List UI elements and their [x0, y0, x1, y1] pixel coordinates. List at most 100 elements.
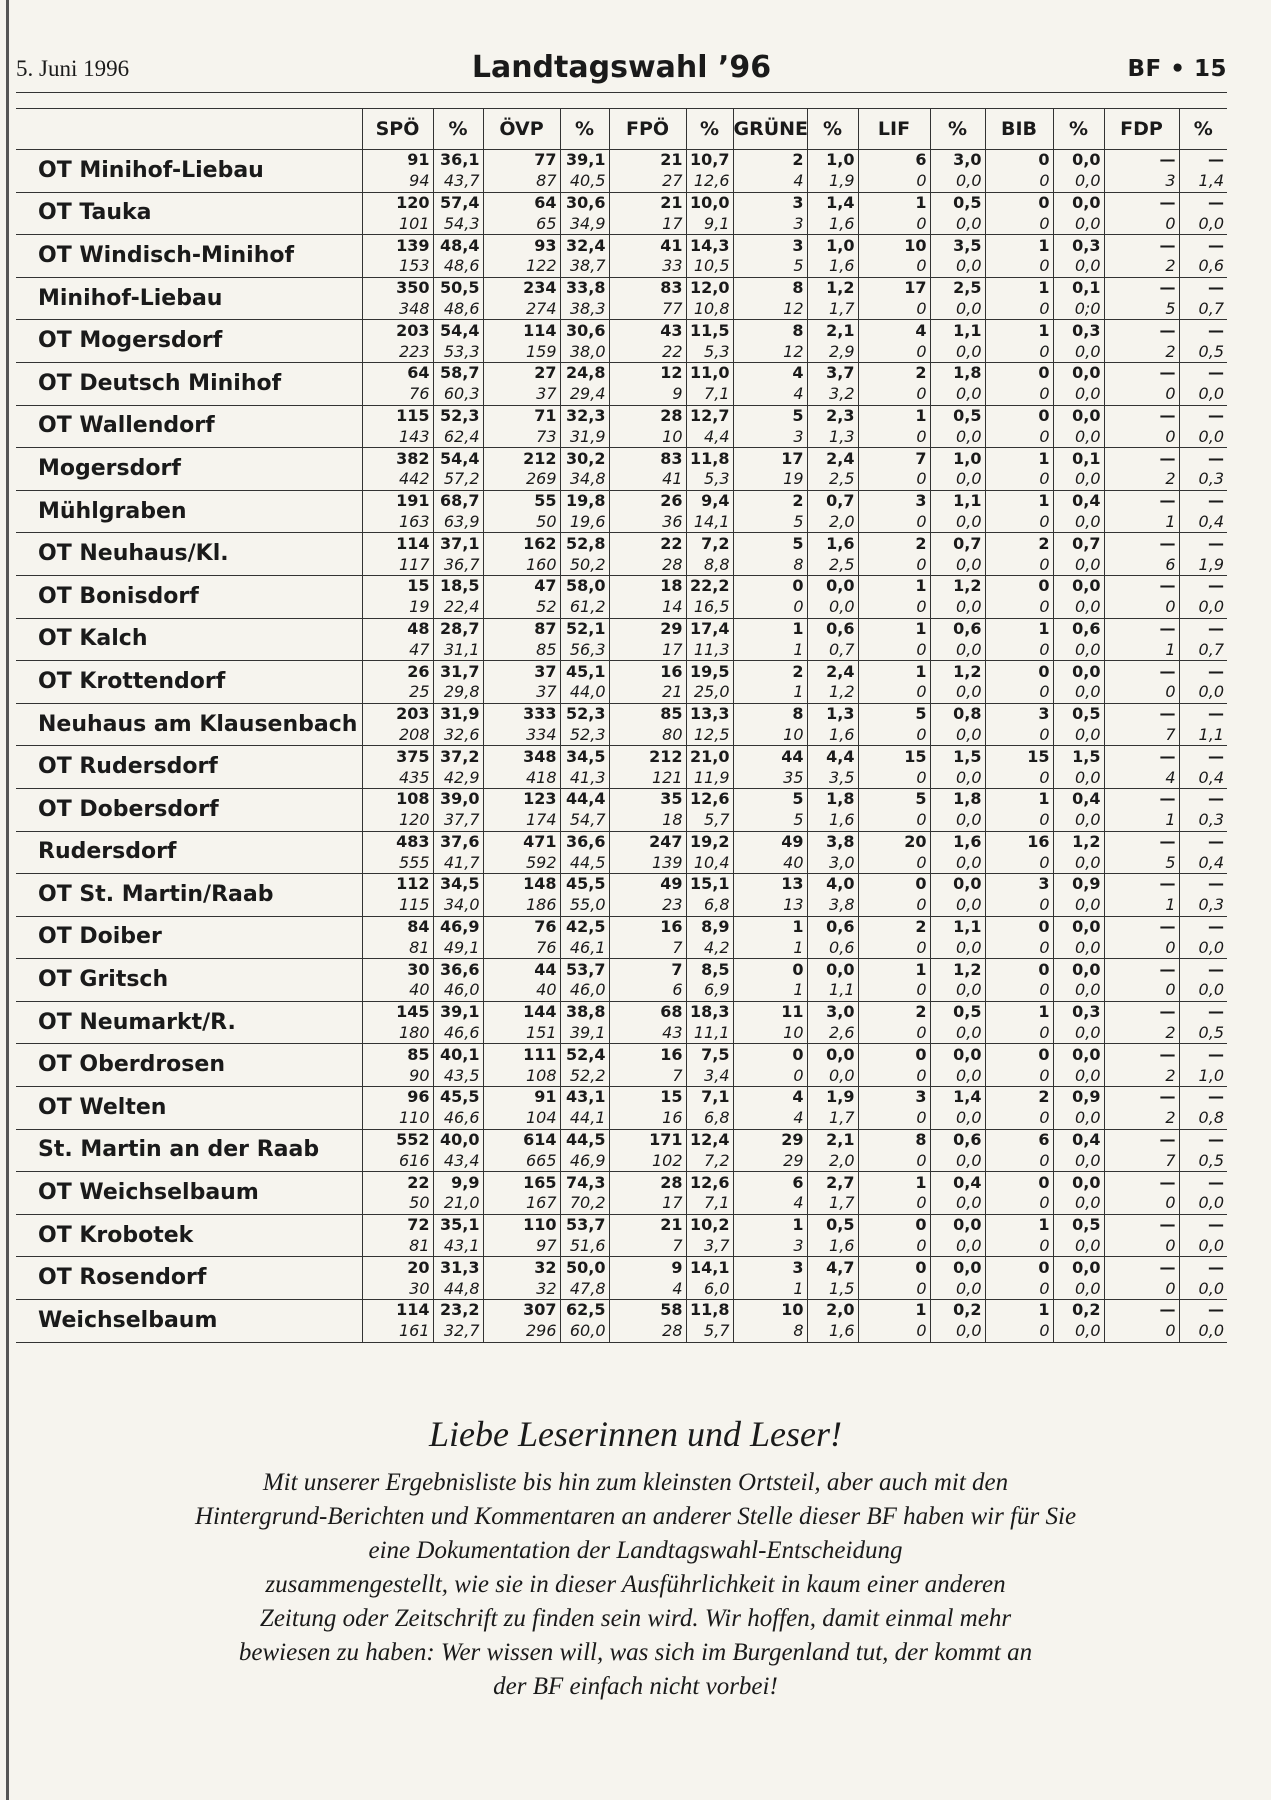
cell-1996: — — [1178, 660, 1227, 682]
result-row-1991: 348 48,6 274 38,3 77 10,8 12 1,7 0 0,0 0 0;0 5 0,7 — [16, 298, 1227, 321]
cell-1996: 4 — [857, 319, 930, 342]
cell-1991: 1,7 — [806, 1193, 858, 1215]
footer-note: Liebe Leserinnen und Leser! Mit unserer … — [0, 1412, 1271, 1704]
cell-1991: 43 — [608, 1022, 686, 1045]
result-row-1996: OT St. Martin/Raab 112 34,5 148 45,5 49 15,1 13… — [16, 873, 1227, 917]
cell-1991: 29,4 — [559, 383, 609, 406]
cell-1991: 0 — [857, 1065, 930, 1088]
cell-1991: 36,7 — [432, 554, 483, 576]
cell-1996: 2 — [984, 532, 1053, 555]
cell-1996: 1 — [857, 958, 930, 981]
cell-1991: 65 — [482, 213, 560, 236]
cell-1991: 0 — [984, 724, 1053, 747]
cell-1991: 0 — [857, 1022, 930, 1045]
cell-1996: 15,1 — [685, 873, 733, 895]
cell-1991: 40 — [482, 980, 560, 1002]
cell-1991: 60,3 — [432, 383, 483, 406]
cell-1991: 0,0 — [929, 426, 985, 449]
cell-1991: 139 — [608, 852, 686, 875]
cell-1996: 247 — [608, 831, 686, 853]
cell-1996: 0,0 — [806, 575, 858, 597]
cell-1991: 0 — [857, 341, 930, 363]
cell-1996: 2,0 — [806, 1299, 858, 1321]
cell-1996: 83 — [608, 447, 686, 469]
cell-1996: 54,4 — [432, 319, 483, 342]
cell-1996: — — [1103, 405, 1179, 427]
cell-1991: 1 — [732, 980, 807, 1002]
cell-1991: 54,3 — [432, 213, 483, 236]
cell-1996: 0,7 — [1052, 532, 1104, 555]
cell-1996: 10 — [732, 1299, 807, 1321]
result-row-1991: 143 62,4 73 31,9 10 4,4 3 1,3 0 0,0 0 0,0 0 0,0 — [16, 426, 1227, 449]
result-row-1996: Minihof-Liebau 350 50,5 234 33,8 83 12,0 8 1,2 17… — [16, 277, 1227, 321]
cell-1996: 22,2 — [685, 575, 733, 597]
cell-1991: 40 — [361, 980, 433, 1002]
cell-1996: 333 — [482, 703, 560, 725]
cell-1991: 38,7 — [559, 255, 609, 278]
cell-1996: 0,0 — [929, 1214, 985, 1236]
cell-1991: 0,0 — [806, 1065, 858, 1088]
cell-1996: 1 — [857, 575, 930, 597]
cell-1996: 91 — [361, 149, 433, 171]
cell-1996: 24,8 — [559, 362, 609, 384]
cell-1996: 144 — [482, 1001, 560, 1023]
cell-1991: 7,2 — [685, 1150, 733, 1173]
cell-1991: 90 — [361, 1065, 433, 1088]
cell-1991: 43,1 — [432, 1235, 483, 1258]
cell-1996: 3 — [857, 1086, 930, 1108]
cell-1991: 43,4 — [432, 1150, 483, 1173]
cell-1996: 212 — [482, 447, 560, 469]
result-row-1991: 110 46,6 104 44,1 16 6,8 4 1,7 0 0,0 0 0,0 2 0,8 — [16, 1107, 1227, 1130]
cell-1991: 40,5 — [559, 170, 609, 193]
cell-1996: — — [1103, 788, 1179, 810]
cell-1991: 1,6 — [806, 1235, 858, 1258]
cell-1996: 114 — [361, 532, 433, 555]
cell-1996: 0,6 — [929, 618, 985, 640]
cell-1991: 39,1 — [559, 1022, 609, 1045]
cell-1996: 10 — [857, 234, 930, 256]
cell-1991: 17 — [608, 1193, 686, 1215]
cell-1996: 0,5 — [1052, 703, 1104, 725]
cell-1991: 0,0 — [929, 1150, 985, 1173]
cell-1996: 16 — [984, 831, 1053, 853]
cell-1996: 53,7 — [559, 1214, 609, 1236]
cell-1996: 50,5 — [432, 277, 483, 299]
cell-1996: 1 — [857, 660, 930, 682]
cell-1996: — — [1178, 1214, 1227, 1236]
cell-1991: 3,0 — [806, 852, 858, 875]
cell-1991: 17 — [608, 213, 686, 236]
column-header: BIB — [984, 108, 1053, 150]
result-row-1991: 81 49,1 76 46,1 7 4,2 1 0,6 0 0,0 0 0,0 0 0,0 — [16, 937, 1227, 960]
place-name: OT Tauka — [16, 192, 362, 236]
cell-1996: 29 — [732, 1129, 807, 1151]
cell-1996: 28,7 — [432, 618, 483, 640]
cell-1996: 0,4 — [1052, 1129, 1104, 1151]
cell-1996: 0,0 — [1052, 575, 1104, 597]
cell-1996: 36,6 — [432, 958, 483, 981]
cell-1996: 2,3 — [806, 405, 858, 427]
cell-1991: 37,7 — [432, 809, 483, 832]
cell-1996: 43,1 — [559, 1086, 609, 1108]
cell-1996: 139 — [361, 234, 433, 256]
cell-1991: 9 — [608, 383, 686, 406]
cell-1991: 0,0 — [929, 724, 985, 747]
cell-1996: 21 — [608, 1214, 686, 1236]
cell-1991: 0 — [984, 980, 1053, 1002]
cell-1991: 6,8 — [685, 894, 733, 917]
cell-1991: 0,0 — [1052, 894, 1104, 917]
cell-1991: 27 — [608, 170, 686, 193]
cell-1991: 10 — [732, 724, 807, 747]
cell-1991: 334 — [482, 724, 560, 747]
cell-1991: 186 — [482, 894, 560, 917]
cell-1996: 0 — [857, 1043, 930, 1066]
cell-1991: 0 — [857, 1150, 930, 1173]
cell-1996: 1,8 — [929, 788, 985, 810]
cell-1996: 21,0 — [685, 745, 733, 768]
cell-1996: 8 — [732, 319, 807, 342]
cell-1991: 5 — [1103, 852, 1179, 875]
cell-1996: 0 — [732, 958, 807, 981]
cell-1991: 160 — [482, 554, 560, 576]
cell-1996: 74,3 — [559, 1171, 609, 1194]
cell-1996: 55 — [482, 490, 560, 512]
cell-1991: 0,0 — [929, 170, 985, 193]
